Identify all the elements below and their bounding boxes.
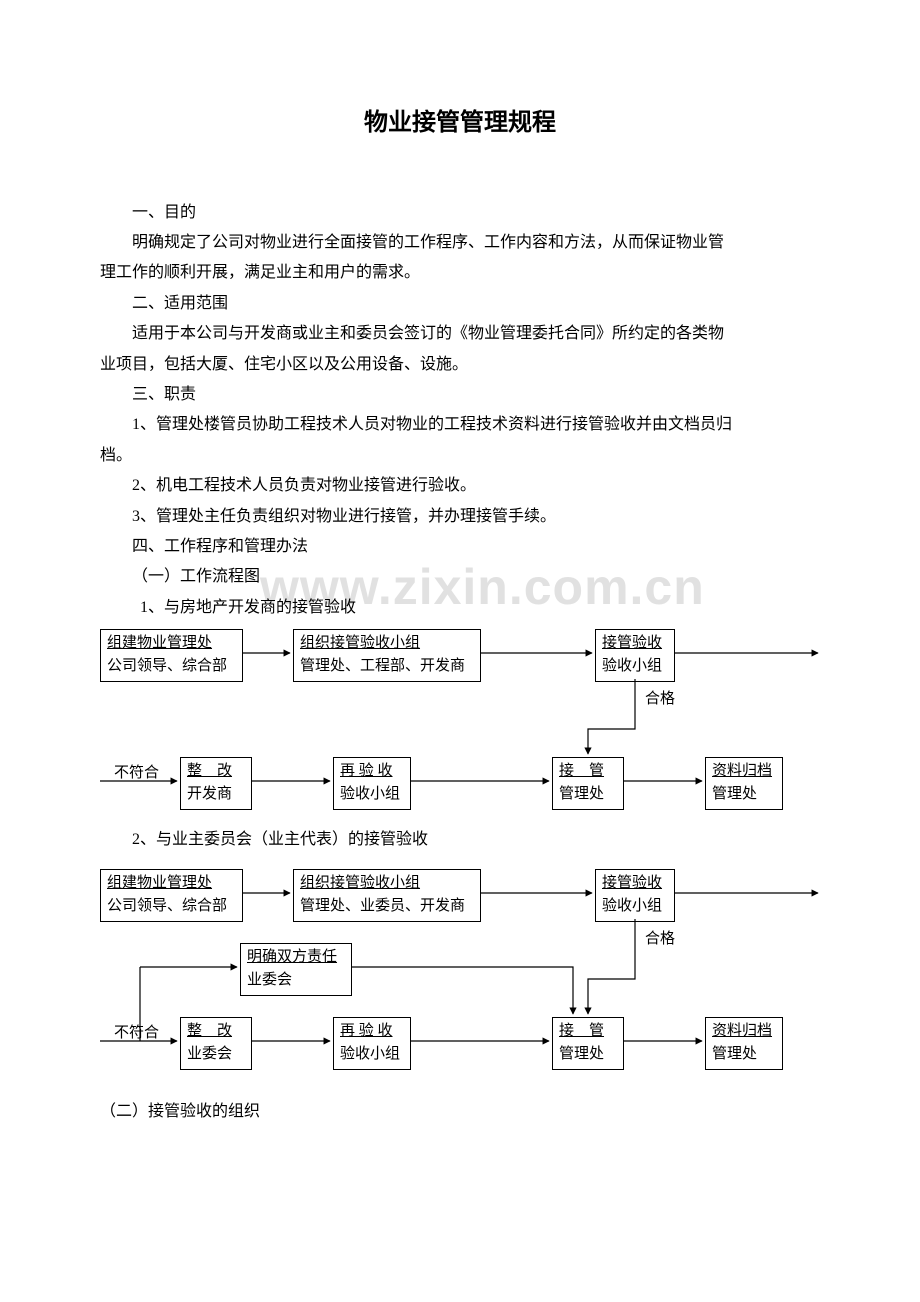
flow-node: 资料归档 管理处 xyxy=(705,757,783,810)
flow-node-sub: 业委会 xyxy=(247,972,292,988)
flow-node-sub: 公司领导、综合部 xyxy=(107,658,227,674)
flow-node-title: 整 改 xyxy=(187,763,232,779)
section-item: 1、管理处楼管员协助工程技术人员对物业的工程技术资料进行接管验收并由文档员归 xyxy=(100,410,820,440)
section-heading-scope: 二、适用范围 xyxy=(100,289,820,319)
flowchart-title-1: 1、与房地产开发商的接管验收 xyxy=(100,593,820,623)
flow-node-sub: 管理处 xyxy=(559,1046,604,1062)
section-body: 理工作的顺利开展，满足业主和用户的需求。 xyxy=(100,258,820,288)
page-title: 物业接管管理规程 xyxy=(100,100,820,146)
section-subheading: （二）接管验收的组织 xyxy=(100,1097,820,1127)
flow-node-sub: 管理处 xyxy=(712,786,757,802)
edge-label-pass: 合格 xyxy=(645,685,675,714)
flow-node: 接管验收 验收小组 xyxy=(595,629,675,682)
flow-node: 整 改 开发商 xyxy=(180,757,252,810)
flow-node-title: 接 管 xyxy=(559,763,604,779)
flow-node-sub: 开发商 xyxy=(187,786,232,802)
flow-node-title: 组织接管验收小组 xyxy=(300,875,420,891)
flow-node-title: 接管验收 xyxy=(602,635,662,651)
flow-node: 接 管 管理处 xyxy=(552,1017,624,1070)
section-item: 3、管理处主任负责组织对物业进行接管，并办理接管手续。 xyxy=(100,502,820,532)
flow-node-sub: 管理处、工程部、开发商 xyxy=(300,658,465,674)
section-body: 明确规定了公司对物业进行全面接管的工作程序、工作内容和方法，从而保证物业管 xyxy=(100,228,820,258)
flow-node: 资料归档 管理处 xyxy=(705,1017,783,1070)
flow-node-sub: 管理处、业委员、开发商 xyxy=(300,898,465,914)
flow-node: 组建物业管理处 公司领导、综合部 xyxy=(100,869,243,922)
section-item: 2、机电工程技术人员负责对物业接管进行验收。 xyxy=(100,471,820,501)
flow-node-sub: 验收小组 xyxy=(340,1046,400,1062)
flow-node-sub: 验收小组 xyxy=(340,786,400,802)
flow-node: 组织接管验收小组 管理处、工程部、开发商 xyxy=(293,629,481,682)
flow-node: 明确双方责任 业委会 xyxy=(240,943,352,996)
flow-node-title: 接管验收 xyxy=(602,875,662,891)
flow-node-title: 再 验 收 xyxy=(340,1023,393,1039)
flow-node: 组建物业管理处 公司领导、综合部 xyxy=(100,629,243,682)
flow-node: 组织接管验收小组 管理处、业委员、开发商 xyxy=(293,869,481,922)
section-heading-duties: 三、职责 xyxy=(100,380,820,410)
section-body: 业项目，包括大厦、住宅小区以及公用设备、设施。 xyxy=(100,350,820,380)
flow-node-sub: 验收小组 xyxy=(602,898,662,914)
flow-node: 再 验 收 验收小组 xyxy=(333,1017,411,1070)
flow-node: 再 验 收 验收小组 xyxy=(333,757,411,810)
flowchart-2: 组建物业管理处 公司领导、综合部 组织接管验收小组 管理处、业委员、开发商 接管… xyxy=(100,869,820,1079)
section-heading-procedure: 四、工作程序和管理办法 xyxy=(100,532,820,562)
flow-node: 接 管 管理处 xyxy=(552,757,624,810)
section-subheading: （一）工作流程图 xyxy=(100,562,820,592)
section-item: 档。 xyxy=(100,441,820,471)
flow-node-title: 明确双方责任 xyxy=(247,949,337,965)
flow-node: 接管验收 验收小组 xyxy=(595,869,675,922)
flow-node-sub: 管理处 xyxy=(559,786,604,802)
flow-node-title: 资料归档 xyxy=(712,1023,772,1039)
flow-node-sub: 验收小组 xyxy=(602,658,662,674)
flow-node-sub: 管理处 xyxy=(712,1046,757,1062)
flow-node: 整 改 业委会 xyxy=(180,1017,252,1070)
flow-node-sub: 业委会 xyxy=(187,1046,232,1062)
flow-node-sub: 公司领导、综合部 xyxy=(107,898,227,914)
flow-node-title: 再 验 收 xyxy=(340,763,393,779)
edge-label-fail: 不符合 xyxy=(114,1019,159,1048)
flow-node-title: 资料归档 xyxy=(712,763,772,779)
flow-node-title: 整 改 xyxy=(187,1023,232,1039)
edge-label-pass: 合格 xyxy=(645,925,675,954)
flowchart-title-2: 2、与业主委员会（业主代表）的接管验收 xyxy=(100,825,820,855)
flow-node-title: 组建物业管理处 xyxy=(107,635,212,651)
section-heading-purpose: 一、目的 xyxy=(100,198,820,228)
section-body: 适用于本公司与开发商或业主和委员会签订的《物业管理委托合同》所约定的各类物 xyxy=(100,319,820,349)
flow-node-title: 组建物业管理处 xyxy=(107,875,212,891)
edge-label-fail: 不符合 xyxy=(114,759,159,788)
flow-node-title: 接 管 xyxy=(559,1023,604,1039)
flowchart-1: 组建物业管理处 公司领导、综合部 组织接管验收小组 管理处、工程部、开发商 接管… xyxy=(100,629,820,819)
flow-node-title: 组织接管验收小组 xyxy=(300,635,420,651)
